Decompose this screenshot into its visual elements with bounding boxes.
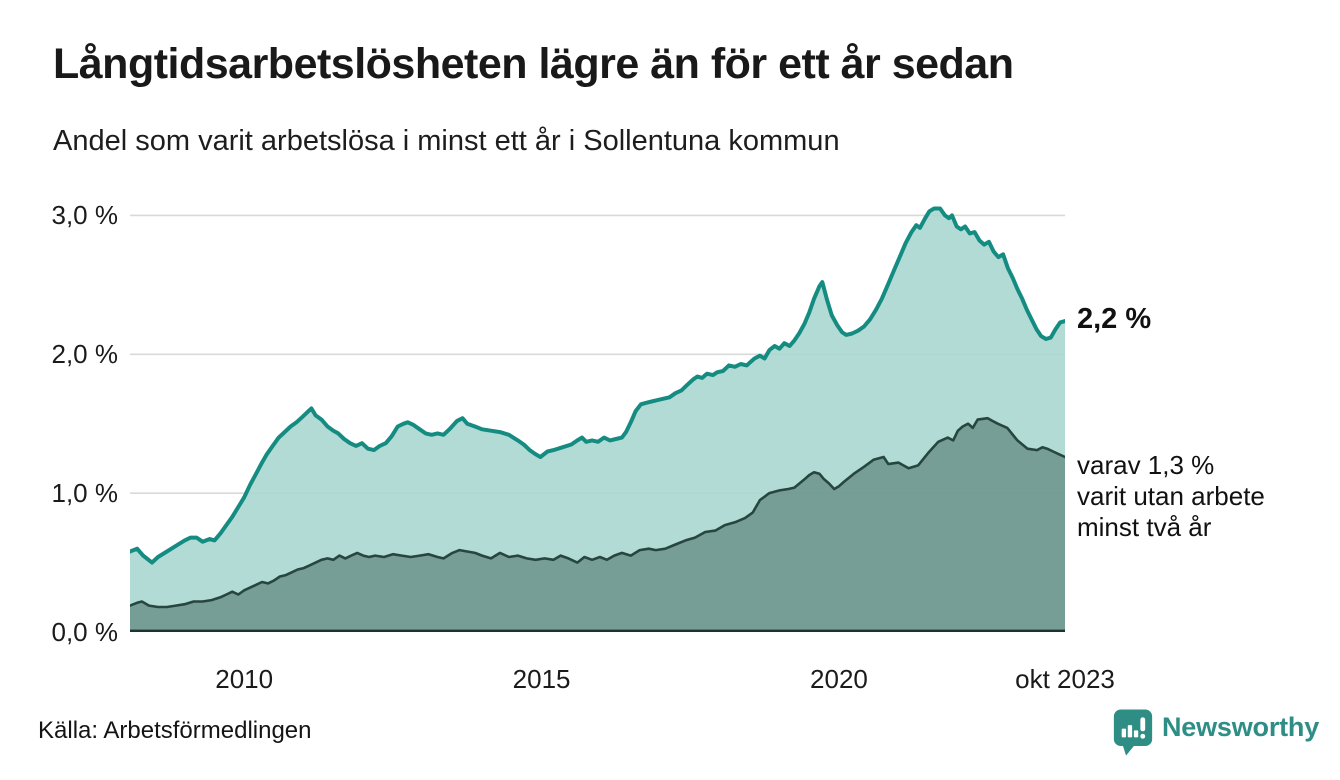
page-title: Långtidsarbetslösheten lägre än för ett … [53,40,1014,88]
x-tick-label: 2010 [215,664,274,694]
newsworthy-icon [1113,709,1153,756]
secondary-annotation: varav 1,3 % varit utan arbete minst två … [1077,450,1265,544]
brand-wordmark: Newsworthy [1162,712,1320,742]
y-tick-label: 1,0 % [51,478,119,509]
y-tick-label: 3,0 % [51,200,119,231]
area-chart [130,206,1065,632]
y-tick-label: 2,0 % [51,339,119,370]
brand-logo: Newsworthy [1113,708,1319,760]
x-tick-label: 2020 [810,664,868,694]
x-tick-label: 2015 [512,664,571,694]
x-tick-label: okt 2023 [1015,664,1115,694]
secondary-annotation-line: minst två år [1077,512,1212,543]
latest-value-annotation: 2,2 % [1077,303,1152,335]
chart-subtitle: Andel som varit arbetslösa i minst ett å… [53,125,840,157]
source-attribution: Källa: Arbetsförmedlingen [38,717,312,744]
secondary-annotation-line: varit utan arbete [1077,481,1265,512]
secondary-annotation-line: varav 1,3 % [1077,450,1215,480]
y-tick-label: 0,0 % [51,617,119,647]
